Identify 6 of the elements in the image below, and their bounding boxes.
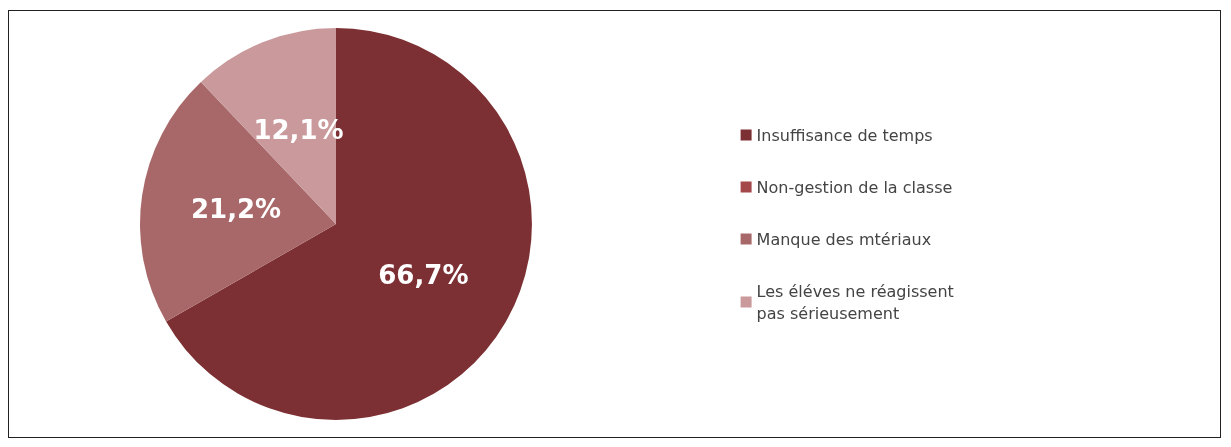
data-label: 66,7% <box>378 259 469 290</box>
legend-label: Les éléves ne réagissent pas sérieusement <box>756 281 954 323</box>
legend-label: Non-gestion de la classe <box>756 177 953 197</box>
legend-label: Manque des mtériaux <box>756 229 932 249</box>
legend-label: Insuffisance de temps <box>756 125 933 145</box>
data-label: 21,2% <box>190 194 282 225</box>
